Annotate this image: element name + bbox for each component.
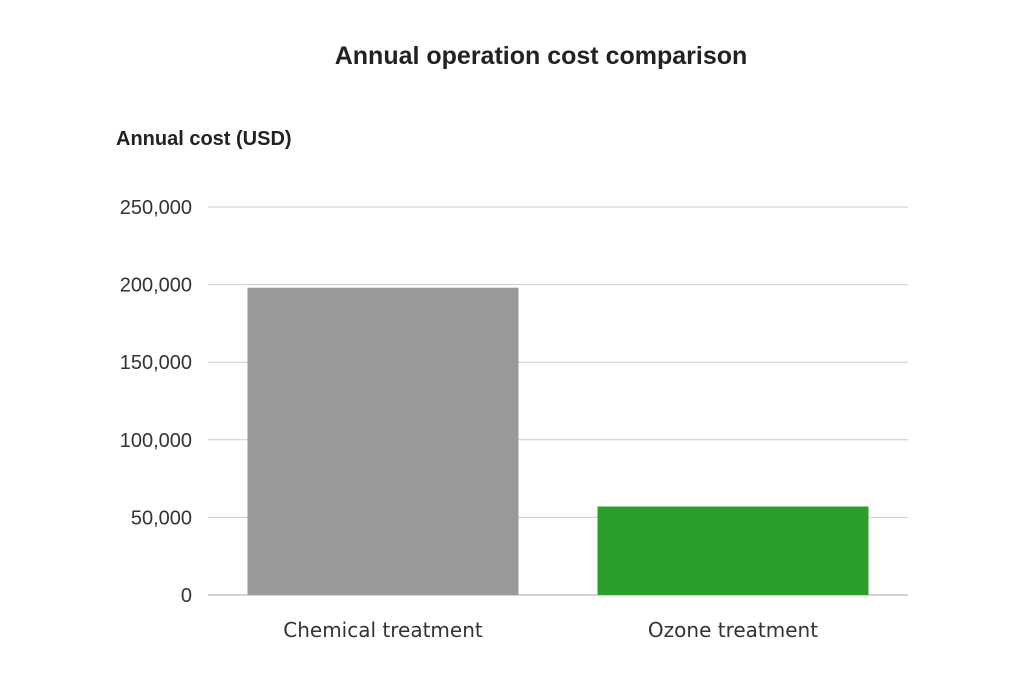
y-tick-label: 200,000 [120,275,192,297]
bar-chemical-treatment [247,287,519,595]
category-labels: Chemical treatment Ozone treatment [283,618,818,642]
y-tick-label: 0 [181,585,192,607]
bars [247,287,869,595]
y-tick-labels: 0 50,000 100,000 150,000 200,000 250,000 [120,197,192,607]
bar-ozone-treatment [597,506,869,595]
y-tick-label: 250,000 [120,197,192,219]
y-tick-label: 50,000 [131,507,192,529]
chart-title: Annual operation cost comparison [335,42,748,70]
x-category-label: Ozone treatment [648,618,818,642]
x-category-label: Chemical treatment [283,618,483,642]
y-tick-label: 150,000 [120,352,192,374]
y-axis-label: Annual cost (USD) [116,128,292,150]
y-tick-label: 100,000 [120,430,192,452]
